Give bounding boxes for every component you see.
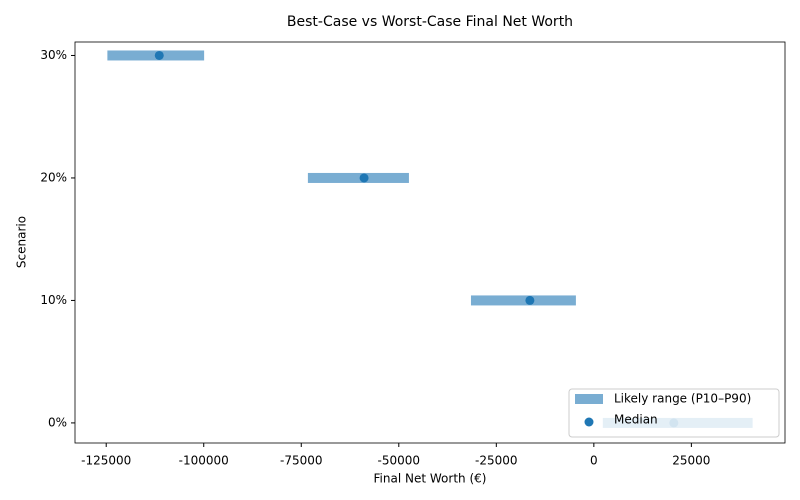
median-dot	[154, 50, 164, 60]
x-tick-label: 25000	[672, 454, 710, 468]
median-dot	[359, 173, 369, 183]
legend-marker	[584, 417, 594, 427]
x-tick-label: -75000	[280, 454, 323, 468]
y-axis-label: Scenario	[15, 216, 29, 268]
x-tick-label: -50000	[378, 454, 421, 468]
x-tick-label: -100000	[179, 454, 229, 468]
legend-swatch	[575, 394, 603, 404]
legend-label: Likely range (P10–P90)	[614, 392, 751, 406]
x-axis-label: Final Net Worth (€)	[374, 472, 487, 486]
y-tick-label: 10%	[40, 293, 67, 307]
x-tick-label: 0	[590, 454, 598, 468]
x-tick-label: -125000	[81, 454, 131, 468]
plot-frame	[74, 41, 786, 444]
legend-label: Median	[614, 413, 658, 427]
chart-title: Best-Case vs Worst-Case Final Net Worth	[287, 14, 573, 30]
range-bar	[307, 172, 409, 183]
legend-box	[568, 388, 780, 438]
y-tick-label: 30%	[40, 48, 67, 62]
x-tick-label: -25000	[475, 454, 518, 468]
y-tick-label: 0%	[48, 415, 67, 429]
legend: Likely range (P10–P90) Median	[568, 388, 780, 438]
median-dot	[525, 295, 535, 305]
y-tick-label: 20%	[40, 170, 67, 184]
range-bar	[470, 295, 576, 306]
